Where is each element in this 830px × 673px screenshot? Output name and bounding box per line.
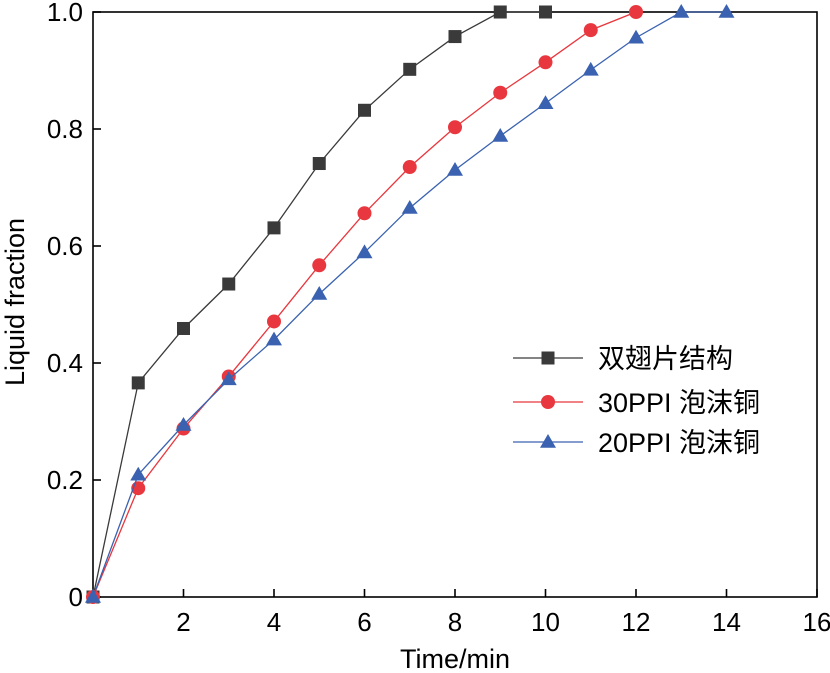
series-2-point-8 — [448, 120, 462, 135]
series-3-point-1 — [130, 466, 147, 481]
legend: 双翅片结构 30PPI 泡沫铜 20PPI 泡沫铜 — [513, 344, 760, 458]
series-2-point-12 — [629, 5, 643, 19]
series-3-point-14 — [718, 4, 735, 18]
y-axis-title: Liquid fraction — [0, 218, 30, 386]
series-3-point-4 — [266, 331, 282, 346]
series-2-point-4 — [267, 314, 281, 329]
legend-label-1: 双翅片结构 — [598, 344, 733, 374]
x-axis-title: Time/min — [400, 644, 510, 673]
series-1-point-9 — [493, 5, 507, 19]
series-2-point-10 — [538, 55, 553, 70]
series-1-point-5 — [312, 157, 326, 171]
plot-frame — [92, 11, 818, 598]
legend-item-1: 双翅片结构 — [513, 344, 733, 374]
series-3-point-2 — [175, 417, 192, 431]
series-1-point-8 — [448, 30, 462, 44]
legend-marker-2 — [541, 395, 555, 409]
series-2-line — [92, 11, 637, 598]
series-3-point-12 — [628, 29, 644, 44]
series-2-point-9 — [493, 85, 508, 100]
x-tick-label-2: 2 — [176, 607, 190, 637]
series-1-point-7 — [403, 62, 417, 76]
series-3-point-7 — [401, 199, 418, 214]
series-3-point-13 — [673, 4, 690, 18]
x-tick-label-10: 10 — [531, 607, 560, 637]
legend-label-3: 20PPI 泡沫铜 — [598, 428, 760, 458]
x-tick-label-4: 4 — [267, 607, 281, 637]
series-3-point-11 — [582, 61, 599, 76]
series-2-point-7 — [402, 160, 417, 175]
legend-marker-3 — [540, 434, 556, 448]
x-tick-label-12: 12 — [622, 607, 651, 637]
series-3-point-6 — [356, 244, 373, 259]
series-1-line — [92, 11, 546, 598]
series-3-line — [92, 11, 727, 598]
series-3-point-0 — [85, 589, 101, 603]
series-1-point-1 — [131, 376, 145, 390]
y-tick-label-1: 1.0 — [47, 0, 83, 27]
series-1-point-6 — [358, 103, 371, 117]
x-tick-label-6: 6 — [357, 607, 371, 637]
series-3-point-10 — [537, 95, 554, 110]
series-1-point-3 — [222, 277, 236, 291]
y-tick-label-0.6: 0.6 — [47, 231, 83, 261]
y-tick-label-0.4: 0.4 — [47, 348, 83, 378]
y-tick-label-0: 0 — [69, 582, 83, 612]
series-3-point-8 — [447, 161, 463, 176]
legend-label-2: 30PPI 泡沫铜 — [598, 388, 760, 418]
series-layer — [85, 4, 735, 604]
x-tick-label-14: 14 — [712, 607, 741, 637]
legend-item-2: 30PPI 泡沫铜 — [513, 388, 760, 418]
plot-layer: 2 4 6 8 10 12 14 16 0 0.2 0.4 0.6 0.8 1.0 — [47, 0, 830, 637]
legend-marker-1 — [541, 351, 555, 365]
series-2-point-6 — [357, 206, 372, 221]
series-2-point-11 — [583, 23, 598, 38]
x-tick-label-16: 16 — [803, 607, 830, 637]
series-3 — [85, 4, 735, 603]
series-2-point-5 — [312, 258, 327, 273]
series-1-point-2 — [177, 321, 190, 335]
series-1-point-4 — [267, 221, 281, 235]
series-1 — [86, 5, 552, 604]
x-tick-label-8: 8 — [448, 607, 462, 637]
y-tick-label-0.8: 0.8 — [47, 114, 83, 144]
series-3-point-5 — [311, 285, 328, 300]
series-3-point-3 — [220, 371, 237, 386]
y-tick-label-0.2: 0.2 — [47, 465, 83, 495]
series-2 — [86, 5, 643, 604]
series-3-point-9 — [492, 128, 509, 142]
series-1-point-10 — [539, 5, 552, 19]
legend-item-3: 20PPI 泡沫铜 — [513, 428, 760, 458]
